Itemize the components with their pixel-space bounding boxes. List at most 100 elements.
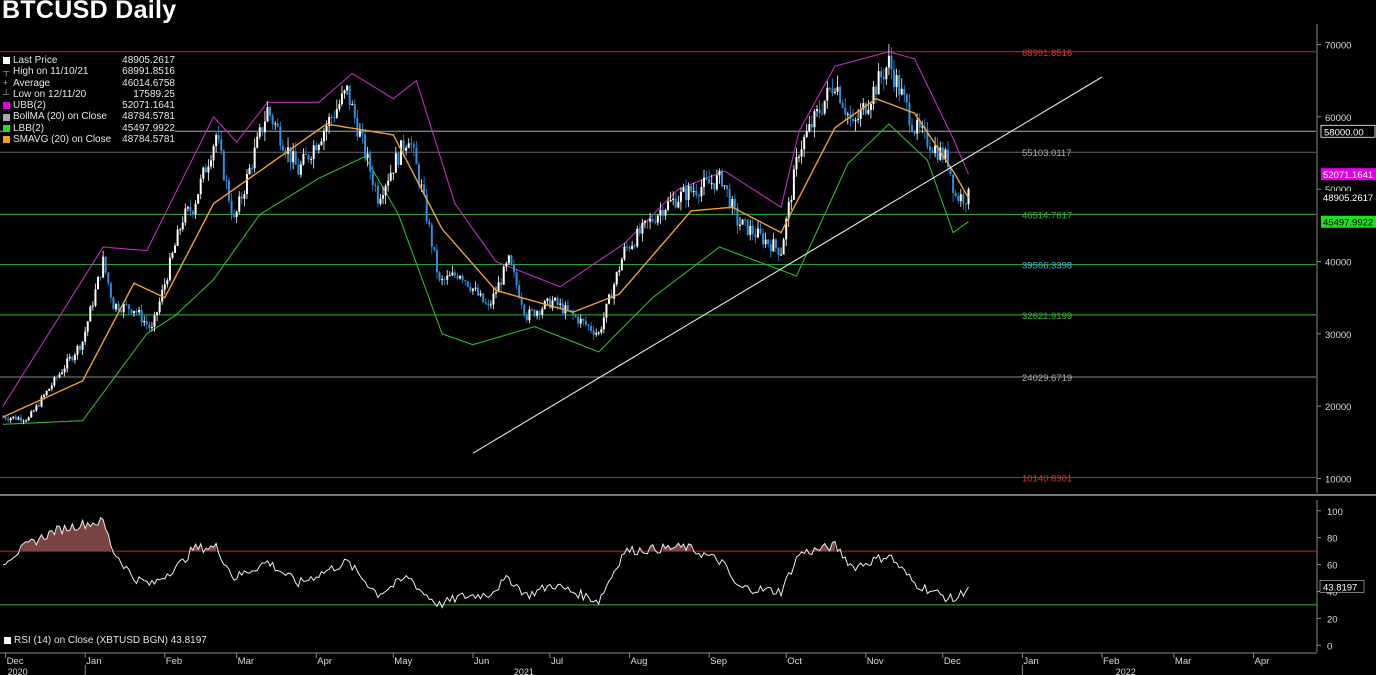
candle-body bbox=[466, 281, 469, 287]
legend-value: 45497.9922 bbox=[122, 122, 175, 134]
candle-body bbox=[138, 309, 141, 313]
candle-body bbox=[497, 282, 500, 293]
legend-row: ┴ Low on 12/11/20 17589.25 bbox=[3, 89, 175, 100]
candle-body bbox=[928, 146, 931, 151]
candle-body bbox=[926, 128, 929, 147]
candle-body bbox=[402, 140, 405, 151]
candle-body bbox=[43, 395, 46, 397]
candle-body bbox=[913, 131, 916, 134]
candle-body bbox=[715, 175, 718, 190]
candle-body bbox=[767, 239, 770, 245]
candle-body bbox=[654, 221, 657, 223]
level-label-58000: 58000.00 bbox=[1324, 127, 1364, 138]
candle-body bbox=[613, 284, 616, 299]
candle-body bbox=[107, 272, 110, 284]
sma-20-line bbox=[2, 97, 970, 418]
candle-body bbox=[505, 263, 508, 267]
candle-body bbox=[4, 417, 7, 419]
candle-body bbox=[417, 164, 420, 186]
candle-body bbox=[109, 283, 112, 298]
rsi-legend: RSI (14) on Close (XBTUSD BGN) 43.8197 bbox=[4, 635, 207, 646]
candle-body bbox=[166, 280, 169, 285]
candle-body bbox=[274, 123, 277, 125]
level-label: 55103.0117 bbox=[1022, 148, 1072, 159]
candle-body bbox=[582, 318, 585, 321]
candle-body bbox=[86, 321, 89, 332]
candle-body bbox=[697, 195, 700, 197]
candle-body bbox=[893, 69, 896, 88]
legend-row: UBB(2) 52071.1641 bbox=[3, 100, 175, 111]
candle-body bbox=[720, 170, 723, 187]
candle-body bbox=[281, 145, 284, 151]
candle-body bbox=[376, 186, 379, 204]
candle-body bbox=[579, 318, 582, 324]
candle-body bbox=[120, 310, 123, 313]
candle-body bbox=[315, 145, 318, 151]
candle-body bbox=[677, 201, 680, 208]
candle-body bbox=[305, 153, 308, 155]
candle-body bbox=[245, 174, 248, 195]
candle-body bbox=[536, 311, 539, 316]
candle-body bbox=[538, 311, 541, 315]
candle-body bbox=[875, 86, 878, 95]
legend-marker: ┴ bbox=[3, 88, 10, 99]
candle-body bbox=[518, 285, 521, 298]
candle-body bbox=[764, 239, 767, 245]
candle-body bbox=[353, 104, 356, 118]
candle-body bbox=[220, 139, 223, 151]
candle-body bbox=[135, 310, 138, 313]
candle-body bbox=[387, 180, 390, 186]
x-tick-label: Nov bbox=[867, 656, 884, 667]
candle-body bbox=[649, 218, 652, 222]
candle-body bbox=[348, 85, 351, 106]
candle-body bbox=[805, 131, 808, 137]
candle-body bbox=[713, 183, 716, 190]
year-label: 2022 bbox=[1116, 667, 1136, 675]
candle-body bbox=[235, 211, 238, 217]
candle-body bbox=[787, 201, 790, 219]
candle-body bbox=[222, 150, 225, 180]
candle-body bbox=[415, 147, 418, 165]
candle-body bbox=[40, 396, 43, 407]
candle-body bbox=[176, 229, 179, 246]
candle-body bbox=[2, 417, 4, 419]
candle-body bbox=[785, 218, 788, 240]
candle-body bbox=[756, 228, 759, 238]
rsi-last-label: 43.8197 bbox=[1323, 582, 1357, 593]
candle-body bbox=[762, 233, 765, 245]
axis-value-label: 52071.1641 bbox=[1323, 170, 1373, 181]
candle-body bbox=[780, 254, 783, 256]
candle-body bbox=[197, 194, 200, 204]
candle-body bbox=[156, 312, 159, 316]
legend-marker: ┬ bbox=[3, 66, 10, 77]
axis-value-box bbox=[1321, 168, 1376, 181]
candle-body bbox=[746, 219, 749, 235]
candle-body bbox=[959, 194, 962, 202]
candle-body bbox=[872, 86, 875, 105]
rsi-last-box bbox=[1319, 580, 1365, 593]
candle-body bbox=[818, 109, 821, 114]
candle-body bbox=[864, 103, 867, 114]
candle-body bbox=[251, 167, 254, 169]
candle-body bbox=[328, 117, 331, 126]
candle-body bbox=[952, 174, 955, 193]
candle-body bbox=[800, 149, 803, 157]
candle-body bbox=[941, 147, 944, 160]
candle-body bbox=[435, 249, 438, 273]
candle-body bbox=[230, 200, 233, 216]
candle-body bbox=[638, 228, 641, 234]
level-label: 32621.9199 bbox=[1022, 311, 1072, 322]
candle-body bbox=[9, 418, 12, 421]
candle-body bbox=[754, 234, 757, 238]
legend-label: Low on 12/11/20 bbox=[13, 88, 87, 100]
candle-body bbox=[939, 147, 942, 160]
candle-body bbox=[12, 416, 15, 419]
y-tick-label: 70000 bbox=[1325, 40, 1351, 51]
candle-body bbox=[623, 246, 626, 260]
candle-body bbox=[122, 303, 125, 313]
candle-body bbox=[685, 187, 688, 200]
candle-body bbox=[608, 294, 611, 304]
candle-body bbox=[35, 405, 38, 411]
candle-body bbox=[651, 218, 654, 222]
legend-swatch bbox=[3, 136, 10, 144]
